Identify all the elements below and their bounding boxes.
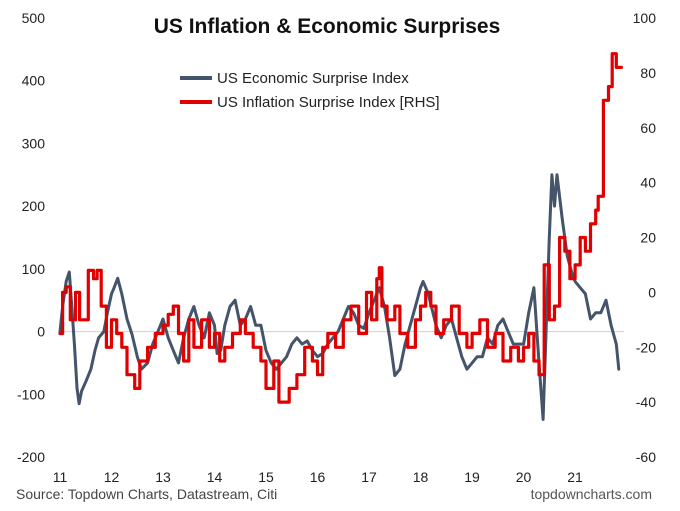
left-tick-label: 100 <box>22 261 46 277</box>
left-tick-label: 300 <box>22 135 46 151</box>
left-tick-label: 200 <box>22 198 46 214</box>
left-tick-label: 500 <box>22 10 46 26</box>
x-tick-label: 13 <box>155 469 171 485</box>
left-tick-label: 0 <box>37 324 45 340</box>
x-tick-label: 11 <box>53 469 68 485</box>
x-tick-label: 16 <box>310 469 326 485</box>
right-tick-label: -60 <box>636 449 656 465</box>
right-tick-label: -40 <box>636 394 656 410</box>
x-tick-label: 21 <box>567 469 583 485</box>
x-tick-label: 19 <box>464 469 480 485</box>
x-tick-label: 17 <box>361 469 377 485</box>
source-note: Source: Topdown Charts, Datastream, Citi <box>16 486 277 502</box>
right-tick-label: 20 <box>640 230 656 246</box>
right-axis: 100 80 60 40 20 0 -20 -40 -60 <box>633 10 657 465</box>
legend: US Economic Surprise Index US Inflation … <box>180 70 440 111</box>
right-tick-label: 60 <box>640 120 656 136</box>
x-tick-label: 14 <box>207 469 223 485</box>
left-tick-label: -100 <box>17 386 45 402</box>
right-tick-label: 80 <box>640 65 656 81</box>
series-line-economic-surprise <box>60 175 619 420</box>
x-tick-label: 18 <box>413 469 429 485</box>
chart-title: US Inflation & Economic Surprises <box>154 15 501 38</box>
right-tick-label: 100 <box>633 10 657 26</box>
x-tick-label: 20 <box>516 469 532 485</box>
right-tick-label: 0 <box>648 284 656 300</box>
credit-note: topdowncharts.com <box>531 486 652 502</box>
right-tick-label: 40 <box>640 175 656 191</box>
legend-label-inflation: US Inflation Surprise Index [RHS] <box>217 94 440 111</box>
left-tick-label: -200 <box>17 449 45 465</box>
legend-label-economic: US Economic Surprise Index <box>217 70 409 87</box>
right-tick-label: -20 <box>636 339 656 355</box>
x-tick-label: 15 <box>258 469 274 485</box>
left-tick-label: 400 <box>22 73 46 89</box>
x-axis: 11 12 13 14 15 16 17 18 19 20 21 <box>53 469 583 485</box>
left-axis: 500 400 300 200 100 0 -100 -200 <box>17 10 45 465</box>
chart: US Inflation & Economic Surprises 500400… <box>0 0 680 486</box>
x-tick-label: 12 <box>104 469 120 485</box>
